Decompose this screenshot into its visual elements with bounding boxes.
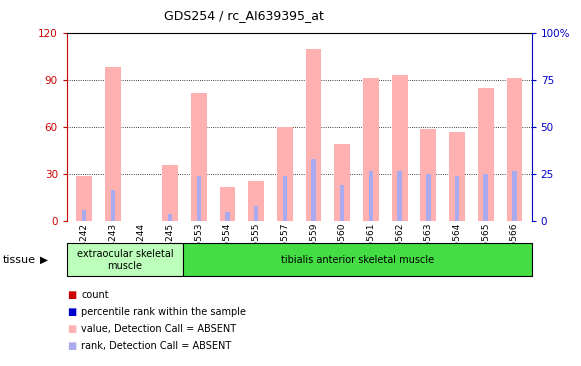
Bar bbox=[277, 127, 293, 221]
Bar bbox=[248, 180, 264, 221]
Text: rank, Detection Call = ABSENT: rank, Detection Call = ABSENT bbox=[81, 341, 232, 351]
Bar bbox=[455, 176, 459, 221]
Bar bbox=[449, 132, 465, 221]
Bar bbox=[82, 210, 86, 221]
Text: count: count bbox=[81, 290, 109, 300]
Bar bbox=[334, 145, 350, 221]
Bar bbox=[426, 174, 431, 221]
Bar bbox=[392, 75, 407, 221]
Bar bbox=[421, 129, 436, 221]
Bar bbox=[76, 176, 92, 221]
Bar bbox=[110, 190, 115, 221]
Text: ■: ■ bbox=[67, 307, 76, 317]
Bar bbox=[512, 171, 517, 221]
Bar bbox=[306, 49, 321, 221]
Text: tibialis anterior skeletal muscle: tibialis anterior skeletal muscle bbox=[281, 255, 434, 265]
Bar bbox=[225, 212, 229, 221]
Text: ■: ■ bbox=[67, 324, 76, 334]
Bar bbox=[168, 214, 173, 221]
Text: GDS254 / rc_AI639395_at: GDS254 / rc_AI639395_at bbox=[164, 9, 324, 22]
Bar bbox=[369, 171, 373, 221]
Bar bbox=[191, 93, 207, 221]
Text: tissue: tissue bbox=[3, 255, 36, 265]
Text: extraocular skeletal
muscle: extraocular skeletal muscle bbox=[77, 249, 173, 271]
Bar bbox=[283, 176, 287, 221]
Bar bbox=[363, 78, 379, 221]
Bar bbox=[183, 243, 532, 276]
Bar bbox=[105, 67, 121, 221]
Bar bbox=[397, 171, 402, 221]
Bar bbox=[483, 174, 488, 221]
Bar bbox=[254, 206, 259, 221]
Bar bbox=[507, 78, 522, 221]
Bar bbox=[67, 243, 183, 276]
Text: value, Detection Call = ABSENT: value, Detection Call = ABSENT bbox=[81, 324, 236, 334]
Bar bbox=[340, 185, 345, 221]
Bar bbox=[311, 158, 315, 221]
Bar bbox=[162, 165, 178, 221]
Text: ▶: ▶ bbox=[40, 255, 48, 265]
Text: percentile rank within the sample: percentile rank within the sample bbox=[81, 307, 246, 317]
Bar bbox=[196, 176, 201, 221]
Bar bbox=[478, 88, 494, 221]
Bar bbox=[220, 187, 235, 221]
Text: ■: ■ bbox=[67, 341, 76, 351]
Text: ■: ■ bbox=[67, 290, 76, 300]
